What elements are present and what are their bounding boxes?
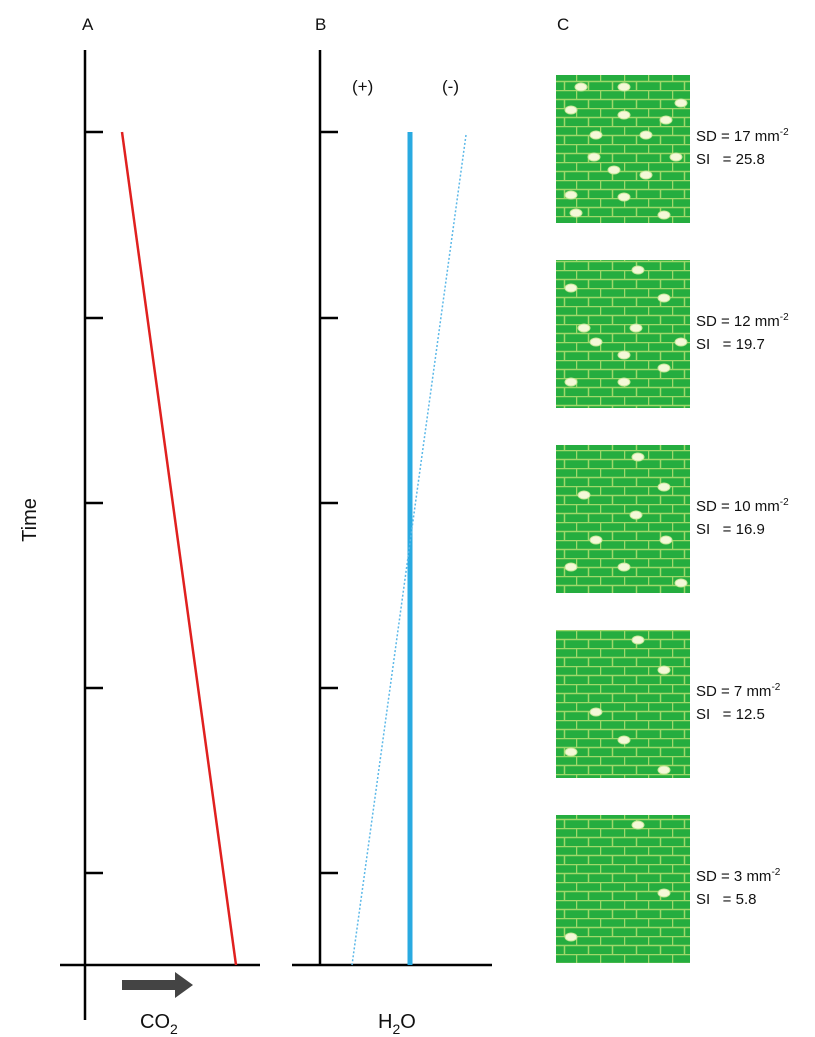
subscript: 2 <box>392 1021 400 1037</box>
sd-label: SD = 7 mm-2 <box>696 682 781 700</box>
stoma <box>578 491 590 499</box>
stoma <box>565 748 577 756</box>
figure: A Time CO2 B (+) (-) H2O C SD = 17 mm-2S… <box>0 0 815 1037</box>
superscript: -2 <box>780 312 789 323</box>
stomata-tile <box>556 815 690 963</box>
stoma <box>618 111 630 119</box>
stoma <box>658 294 670 302</box>
stoma <box>618 351 630 359</box>
stoma <box>590 338 602 346</box>
sd-label: SD = 10 mm-2 <box>696 497 789 515</box>
stoma <box>565 191 577 199</box>
stoma <box>565 284 577 292</box>
stoma <box>590 536 602 544</box>
stoma <box>565 933 577 941</box>
stoma <box>675 338 687 346</box>
stoma <box>640 131 652 139</box>
superscript: -2 <box>780 127 789 138</box>
stoma <box>618 378 630 386</box>
stoma <box>658 364 670 372</box>
stoma <box>632 636 644 644</box>
stoma <box>608 166 620 174</box>
stoma <box>630 324 642 332</box>
stoma <box>675 99 687 107</box>
stoma <box>588 153 600 161</box>
annotation: (+) <box>352 77 373 96</box>
stoma <box>658 211 670 219</box>
tiles: SD = 17 mm-2SI = 25.8SD = 12 mm-2SI = 19… <box>556 75 789 963</box>
stoma <box>618 563 630 571</box>
text: H <box>378 1011 392 1033</box>
stoma <box>565 378 577 386</box>
stoma <box>658 766 670 774</box>
sd-label: SD = 12 mm-2 <box>696 312 789 330</box>
panel-label: C <box>557 15 569 34</box>
superscript: -2 <box>771 867 780 878</box>
stoma <box>658 666 670 674</box>
stoma <box>565 106 577 114</box>
sd-label: SD = 17 mm-2 <box>696 127 789 145</box>
panel-label: A <box>82 15 94 34</box>
stomata-tile <box>556 630 690 778</box>
si-label: SI = 12.5 <box>696 706 765 723</box>
subscript: 2 <box>170 1021 178 1037</box>
si-label: SI = 25.8 <box>696 151 765 168</box>
text: SD = 12 mm <box>696 313 780 330</box>
stoma <box>670 153 682 161</box>
annotation: (-) <box>442 77 459 96</box>
si-label: SI = 5.8 <box>696 891 756 908</box>
stoma <box>640 171 652 179</box>
ticks <box>85 132 103 873</box>
stoma <box>660 116 672 124</box>
x-axis-label: H2O <box>378 1011 416 1037</box>
text: CO <box>140 1011 170 1033</box>
si-label: SI = 16.9 <box>696 521 765 538</box>
superscript: -2 <box>771 682 780 693</box>
ticks <box>320 132 338 873</box>
stoma <box>632 453 644 461</box>
stoma <box>618 193 630 201</box>
superscript: -2 <box>780 497 789 508</box>
text: SD = 17 mm <box>696 128 780 145</box>
panel-label: B <box>315 15 326 34</box>
stoma <box>675 579 687 587</box>
stoma <box>632 821 644 829</box>
text: O <box>400 1011 416 1033</box>
stoma <box>658 483 670 491</box>
stoma <box>565 563 577 571</box>
stoma <box>632 266 644 274</box>
stoma <box>590 131 602 139</box>
co2-line <box>122 132 236 965</box>
text: SD = 7 mm <box>696 683 771 700</box>
x-axis-label: CO2 <box>140 1011 178 1037</box>
y-axis-label: Time <box>19 498 41 542</box>
stoma <box>618 736 630 744</box>
stoma <box>660 536 672 544</box>
stoma <box>570 209 582 217</box>
stoma <box>578 324 590 332</box>
stoma <box>630 511 642 519</box>
text: SD = 10 mm <box>696 498 780 515</box>
stoma <box>658 889 670 897</box>
arrow <box>122 972 193 998</box>
stoma <box>590 708 602 716</box>
stoma <box>575 83 587 91</box>
si-label: SI = 19.7 <box>696 336 765 353</box>
text: SD = 3 mm <box>696 868 771 885</box>
sd-label: SD = 3 mm-2 <box>696 867 781 885</box>
stoma <box>618 83 630 91</box>
